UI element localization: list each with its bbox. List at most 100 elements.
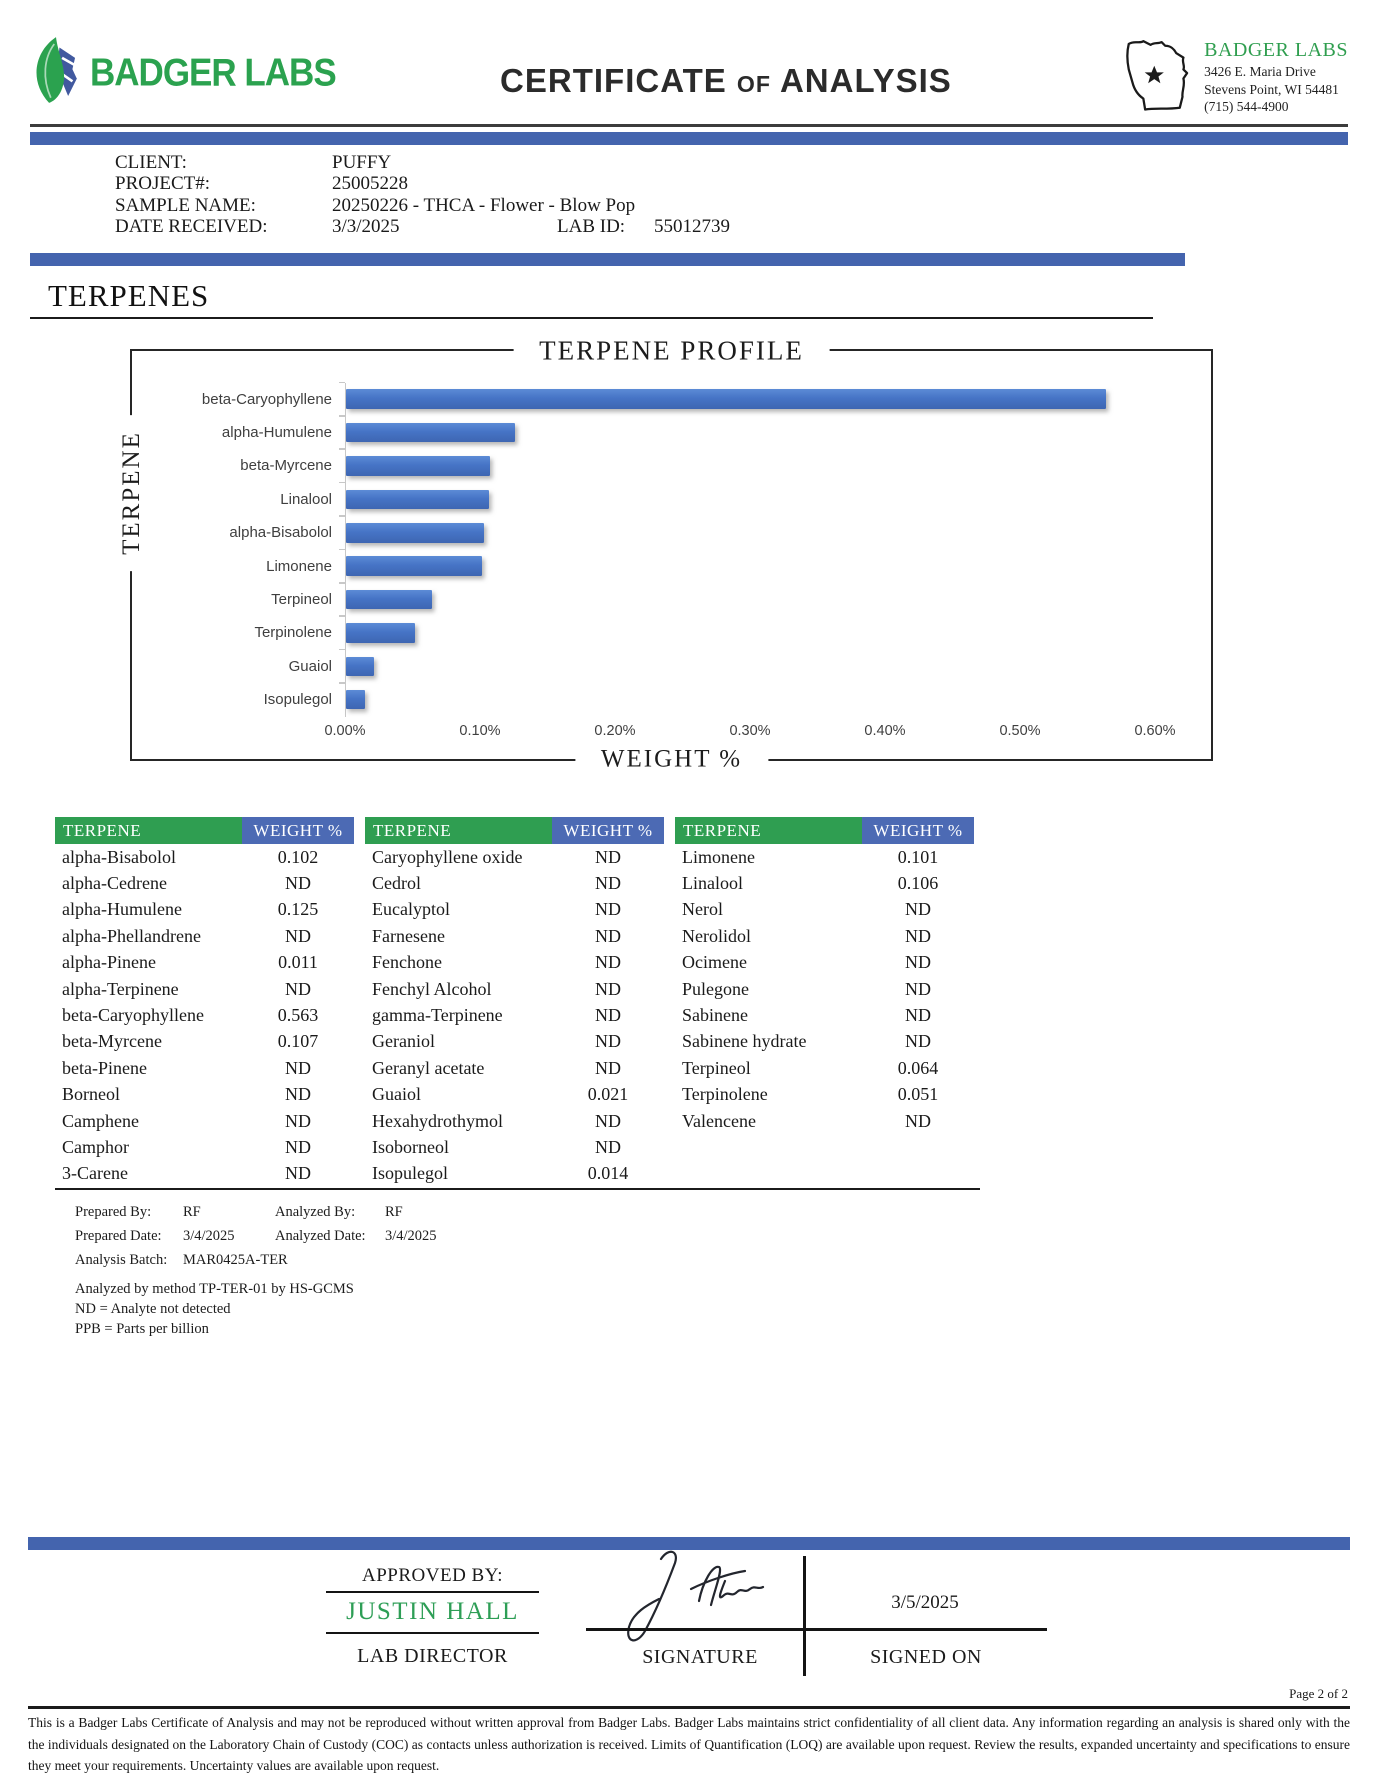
client-value: PUFFY (332, 151, 392, 173)
terpene-profile-chart: TERPENE PROFILE TERPENE beta-Caryophylle… (115, 333, 1213, 773)
bar (346, 656, 375, 677)
terpene-value-cell: ND (905, 952, 931, 973)
blue-divider-top (30, 131, 1348, 145)
blue-divider-section (30, 252, 1185, 266)
sample-name-value: 20250226 - THCA - Flower - Blow Pop (332, 194, 636, 216)
terpene-name-cell: Eucalyptol (372, 899, 450, 920)
terpene-value-cell: 0.125 (277, 899, 319, 920)
bar (346, 689, 365, 710)
lab-id-value: 55012739 (654, 216, 730, 237)
terpene-value-cell: ND (595, 846, 621, 867)
category-label: Terpineol (271, 591, 332, 609)
category-label: Terpinolene (254, 624, 332, 642)
terpene-value-cell: ND (285, 1110, 311, 1131)
signature-label: SIGNATURE (642, 1646, 758, 1668)
chart-bar-row: Limonene (266, 548, 1156, 583)
terpene-value-cell: ND (285, 1084, 311, 1105)
analyzed-date-label: Analyzed Date: (275, 1227, 366, 1244)
nd-note: ND = Analyte not detected (75, 1300, 231, 1317)
x-tick-label: 0.60% (1134, 722, 1176, 739)
terpene-column-0: TERPENE WEIGHT % alpha-Bisabolol 0.102 alp… (55, 816, 354, 1187)
terpene-name-cell: Isoborneol (372, 1136, 449, 1157)
terpene-value-cell: ND (285, 978, 311, 999)
signature-line (586, 1628, 1047, 1631)
signature-divider-line (803, 1556, 806, 1676)
terpene-name-cell: Linalool (682, 872, 743, 893)
category-label: beta-Myrcene (240, 457, 332, 475)
table-header-terpene: TERPENE (365, 816, 552, 844)
sample-info: CLIENT: PUFFY PROJECT#: 25005228 SAMPLE … (115, 152, 1348, 238)
terpene-column-1: TERPENE WEIGHT % Caryophyllene oxide ND Ce… (365, 816, 664, 1187)
chart-plot: beta-Caryophyllene alpha-Humulene beta-Myr… (202, 381, 1156, 717)
analyzed-by-label: Analyzed By: (275, 1203, 356, 1220)
terpene-value-cell: 0.107 (277, 1031, 319, 1052)
terpene-name-cell: Ocimene (682, 952, 747, 973)
footer-rule (28, 1706, 1350, 1709)
bar (346, 456, 491, 476)
terpene-value-cell: ND (905, 978, 931, 999)
lab-director-label: LAB DIRECTOR (357, 1645, 508, 1667)
terpene-value-cell: ND (595, 1031, 621, 1052)
terpene-name-cell: Geranyl acetate (372, 1057, 485, 1078)
x-tick-label: 0.50% (999, 722, 1041, 739)
terpene-value-cell: ND (595, 1004, 621, 1025)
sample-name-label: SAMPLE NAME: (115, 194, 256, 216)
title-certificate: CERTIFICATE (500, 62, 727, 99)
terpene-name-cell: Nerol (682, 899, 723, 920)
chart-ticks: 0.00% 0.10% 0.20% 0.30% 0.40% 0.50% 0.60% (324, 722, 1175, 743)
terpene-value-cell: ND (285, 872, 311, 893)
terpene-name-cell: Terpinolene (682, 1084, 768, 1105)
category-label: beta-Caryophyllene (201, 390, 332, 408)
terpene-name-cell: beta-Caryophyllene (62, 1004, 204, 1025)
terpene-name-cell: Cedrol (372, 872, 421, 893)
project-label: PROJECT#: (115, 173, 211, 194)
x-tick-label: 0.00% (324, 722, 366, 739)
terpene-name-cell: Fenchyl Alcohol (372, 978, 492, 999)
terpene-name-cell: Sabinene (682, 1004, 748, 1025)
section-heading: TERPENES (30, 278, 1153, 319)
terpene-value-cell: ND (285, 1057, 311, 1078)
terpene-name-cell: 3-Carene (62, 1163, 128, 1184)
ppb-note: PPB = Parts per billion (75, 1320, 209, 1337)
terpene-name-cell: alpha-Cedrene (62, 872, 167, 893)
terpene-value-cell: ND (595, 1136, 621, 1157)
terpene-value-cell: ND (285, 1136, 311, 1157)
analysis-batch-label: Analysis Batch: (75, 1251, 168, 1268)
terpene-name-cell: Caryophyllene oxide (372, 846, 523, 867)
header-rule (30, 124, 1348, 127)
terpene-value-cell: 0.106 (897, 872, 939, 893)
terpene-value-cell: 0.014 (587, 1163, 629, 1184)
analysis-batch-value: MAR0425A-TER (183, 1251, 288, 1268)
lab-address-line2: Stevens Point, WI 54481 (1204, 81, 1339, 97)
terpene-name-cell: Guaiol (372, 1084, 421, 1105)
chart-bar-row: Linalool (280, 481, 1156, 516)
bar (346, 623, 415, 643)
terpene-name-cell: alpha-Phellandrene (62, 925, 201, 946)
prepared-by-label: Prepared By: (75, 1203, 152, 1220)
terpene-table: TERPENE WEIGHT % alpha-Bisabolol 0.102 alp… (55, 816, 980, 1190)
date-received-label: DATE RECEIVED: (115, 216, 268, 237)
page-number: Page 2 of 2 (1289, 1686, 1348, 1701)
category-label: alpha-Humulene (221, 424, 332, 442)
bar (346, 556, 483, 576)
client-label: CLIENT: (115, 151, 187, 173)
terpene-value-cell: 0.064 (897, 1057, 939, 1078)
title-of: of (736, 71, 771, 97)
signed-on-label: SIGNED ON (870, 1646, 982, 1668)
chart-bar-row: alpha-Bisabolol (229, 515, 1156, 549)
terpene-value-cell: ND (905, 925, 931, 946)
lab-address-line1: 3426 E. Maria Drive (1204, 64, 1316, 80)
lab-id-label: LAB ID: (557, 216, 626, 237)
terpene-value-cell: ND (595, 952, 621, 973)
bar (346, 489, 490, 510)
terpene-value-cell: ND (595, 872, 621, 893)
date-received-value: 3/3/2025 (332, 216, 400, 237)
x-tick-label: 0.20% (594, 722, 636, 739)
bar (346, 523, 484, 543)
terpene-value-cell: ND (285, 1163, 311, 1184)
terpene-name-cell: beta-Pinene (62, 1057, 147, 1078)
method-note: Analyzed by method TP-TER-01 by HS-GCMS (75, 1280, 354, 1297)
terpene-name-cell: Hexahydrothymol (372, 1110, 503, 1131)
terpene-name-cell: Fenchone (372, 952, 442, 973)
signature-image (568, 1543, 808, 1653)
